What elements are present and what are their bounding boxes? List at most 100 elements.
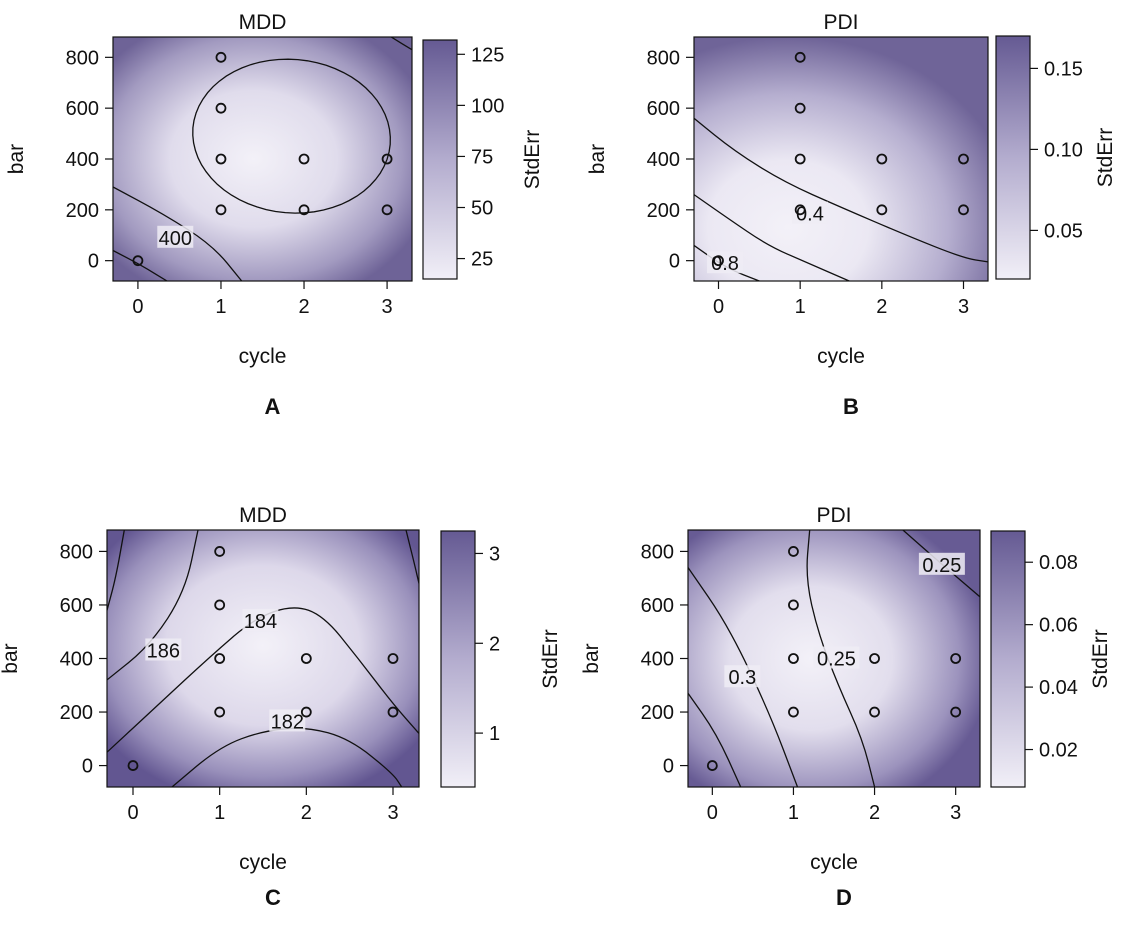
design-point bbox=[381, 204, 393, 216]
contour-line bbox=[113, 186, 243, 281]
y-tick-label: 600 bbox=[641, 595, 674, 617]
design-point bbox=[215, 51, 227, 63]
design-point bbox=[127, 760, 139, 771]
design-point bbox=[794, 204, 806, 216]
design-point bbox=[876, 153, 888, 165]
design-point bbox=[876, 204, 888, 216]
contour-label: 0.4 bbox=[796, 204, 824, 226]
colorbar bbox=[995, 35, 1031, 280]
y-axis-label: bar bbox=[580, 643, 603, 673]
contour-label: 0.8 bbox=[711, 253, 739, 275]
colorbar-tick-label: 0.02 bbox=[1039, 740, 1078, 762]
y-tick-label: 800 bbox=[647, 47, 680, 69]
panel-letter: C bbox=[265, 885, 281, 910]
contour-line bbox=[694, 194, 850, 281]
design-point bbox=[706, 760, 718, 771]
design-point bbox=[950, 706, 962, 718]
x-tick-label: 3 bbox=[387, 802, 398, 824]
design-point bbox=[794, 153, 806, 165]
y-tick-label: 0 bbox=[669, 251, 680, 273]
y-tick-label: 400 bbox=[641, 649, 674, 671]
y-tick-label: 0 bbox=[88, 251, 99, 273]
panel-letter: A bbox=[265, 394, 281, 419]
design-point bbox=[788, 599, 799, 611]
x-tick-label: 2 bbox=[869, 802, 880, 824]
x-tick-label: 3 bbox=[950, 802, 961, 824]
colorbar-tick-label: 0.05 bbox=[1044, 220, 1083, 242]
colorbar-tick-label: 0.08 bbox=[1039, 552, 1078, 574]
y-tick-label: 400 bbox=[66, 149, 99, 171]
x-tick-label: 0 bbox=[127, 802, 138, 824]
y-tick-label: 600 bbox=[66, 98, 99, 120]
design-point bbox=[387, 653, 399, 664]
colorbar-tick-label: 3 bbox=[489, 543, 500, 565]
design-point bbox=[950, 653, 962, 664]
colorbar-tick-label: 25 bbox=[471, 249, 493, 271]
contour-line bbox=[405, 530, 419, 584]
contour-label: 186 bbox=[147, 640, 180, 662]
contour-line bbox=[107, 530, 125, 611]
contour-label-bg bbox=[269, 709, 306, 732]
y-axis-label: bar bbox=[586, 144, 609, 174]
y-tick-label: 400 bbox=[60, 649, 93, 671]
y-tick-label: 800 bbox=[641, 541, 674, 563]
x-tick-label: 2 bbox=[298, 296, 309, 318]
design-point bbox=[869, 653, 880, 664]
contour-label: 182 bbox=[271, 711, 304, 733]
x-tick-label: 0 bbox=[132, 296, 143, 318]
design-point bbox=[214, 546, 226, 557]
contour-label-bg bbox=[813, 646, 860, 669]
x-tick-label: 1 bbox=[215, 296, 226, 318]
design-point bbox=[788, 546, 799, 557]
y-tick-label: 0 bbox=[663, 756, 674, 778]
colorbar-tick-label: 0.06 bbox=[1039, 615, 1078, 637]
colorbar bbox=[440, 530, 476, 788]
contour-label: 0.25 bbox=[817, 649, 856, 671]
design-point bbox=[298, 153, 310, 165]
contour-label: 400 bbox=[159, 228, 192, 250]
colorbar bbox=[990, 530, 1026, 788]
panel-title: PDI bbox=[816, 504, 851, 527]
x-axis-label: cycle bbox=[239, 345, 287, 368]
x-tick-label: 1 bbox=[788, 802, 799, 824]
colorbar-tick-label: 0.15 bbox=[1044, 58, 1083, 80]
design-point bbox=[381, 153, 393, 165]
panel-title: PDI bbox=[823, 11, 858, 34]
colorbar-label: StdErr bbox=[539, 629, 562, 689]
x-tick-label: 0 bbox=[713, 296, 724, 318]
panel-a: 400 0 1 2 3 0 200 400 600 800 MDD cycle bar 25 50 75 100… bbox=[5, 11, 544, 419]
y-tick-label: 600 bbox=[647, 98, 680, 120]
colorbar-label: StdErr bbox=[1089, 629, 1112, 689]
y-axis-label: bar bbox=[0, 643, 22, 673]
contour-line bbox=[806, 530, 876, 787]
colorbar-tick-label: 1 bbox=[489, 723, 500, 745]
contour-label-bg bbox=[145, 638, 182, 661]
y-tick-label: 600 bbox=[60, 595, 93, 617]
design-point bbox=[788, 706, 799, 718]
x-axis-label: cycle bbox=[817, 345, 865, 368]
y-axis-label: bar bbox=[5, 144, 28, 174]
design-point bbox=[300, 706, 312, 718]
panel-letter: D bbox=[836, 885, 852, 910]
colorbar-tick-label: 0.10 bbox=[1044, 139, 1083, 161]
contour-label-bg bbox=[918, 552, 965, 575]
design-point bbox=[869, 706, 880, 718]
contour-label-bg bbox=[157, 225, 194, 248]
contour-line bbox=[113, 249, 168, 281]
design-point bbox=[300, 653, 312, 664]
design-point bbox=[788, 653, 799, 664]
colorbar-tick-label: 100 bbox=[471, 95, 504, 117]
x-tick-label: 1 bbox=[795, 296, 806, 318]
contour-line bbox=[688, 692, 742, 787]
y-tick-label: 200 bbox=[647, 200, 680, 222]
x-tick-label: 3 bbox=[382, 296, 393, 318]
colorbar-tick-label: 0.04 bbox=[1039, 677, 1078, 699]
design-point bbox=[958, 153, 969, 165]
panel-b: 0.4 0.8 0 1 2 3 0 200 400 600 800 PDI cycle bar 0.05 0.… bbox=[586, 11, 1117, 419]
contour-label: 184 bbox=[244, 611, 277, 633]
design-point bbox=[215, 102, 227, 114]
contour-label: 0.25 bbox=[922, 555, 961, 577]
y-tick-label: 200 bbox=[66, 200, 99, 222]
contour-label-bg bbox=[242, 609, 279, 632]
y-tick-label: 800 bbox=[66, 47, 99, 69]
